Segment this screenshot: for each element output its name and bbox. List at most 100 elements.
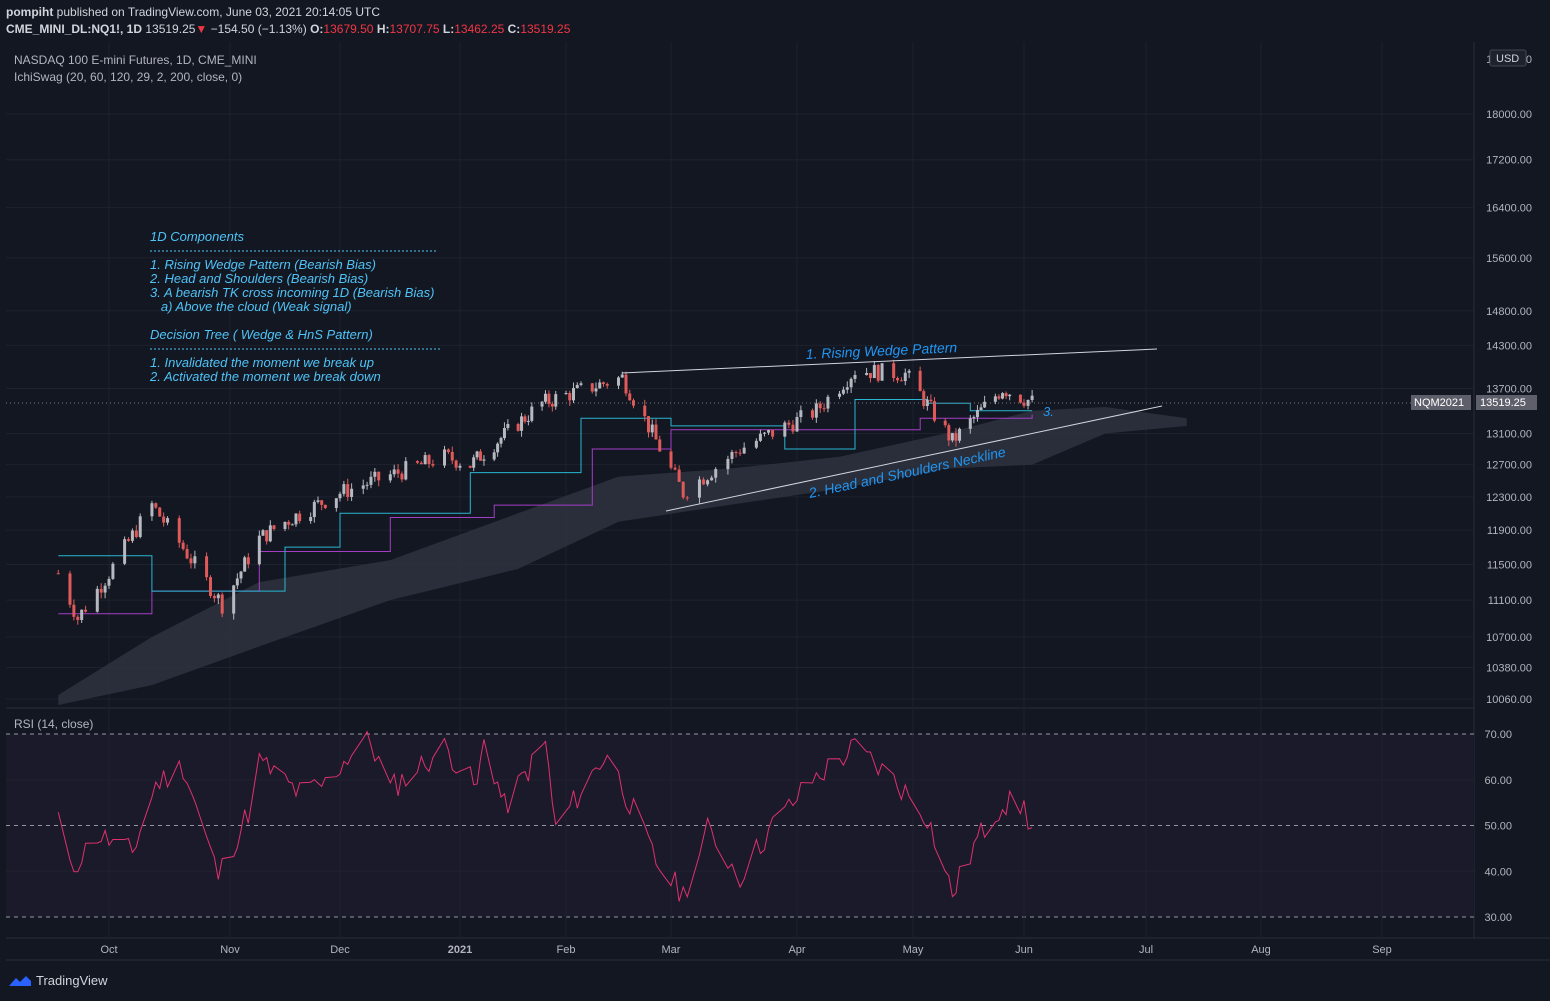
candle-body xyxy=(475,451,479,458)
rsi-tick-label: 50.00 xyxy=(1484,821,1512,833)
candle-body xyxy=(530,406,534,421)
candle-body xyxy=(968,418,972,429)
price-tick-label: 11100.00 xyxy=(1488,595,1532,607)
candle-body xyxy=(99,588,103,593)
currency-badge-bg[interactable] xyxy=(1489,49,1527,67)
candle-body xyxy=(849,378,853,388)
candle-body xyxy=(134,530,138,537)
candle-body xyxy=(892,363,896,379)
candle-body xyxy=(243,557,247,572)
candle-body xyxy=(95,588,99,612)
wedge-upper-line[interactable] xyxy=(621,348,1158,374)
candle-body xyxy=(706,480,710,485)
candle-body xyxy=(841,389,845,394)
price-tick-label: 13700.00 xyxy=(1486,383,1532,395)
candle-body xyxy=(818,403,822,409)
ichimoku-cloud xyxy=(58,407,1187,705)
candle-body xyxy=(369,476,373,485)
candle-body xyxy=(309,517,313,522)
candle-body xyxy=(496,443,500,453)
price-tick-label: 18000.00 xyxy=(1486,109,1532,121)
candle-body xyxy=(658,439,662,452)
rsi-legend[interactable]: RSI (14, close) xyxy=(14,717,94,731)
candle-body xyxy=(283,521,287,530)
currency-label[interactable]: USD xyxy=(1496,53,1519,65)
wedge-label: 1. Rising Wedge Pattern xyxy=(805,339,957,362)
candle-body xyxy=(738,452,742,454)
price-tick-label: 17200.00 xyxy=(1486,155,1532,167)
currency-badge[interactable]: USD xyxy=(1489,49,1527,67)
candle-body xyxy=(845,387,849,390)
open-value: 13679.50 xyxy=(323,22,374,36)
candle-body xyxy=(272,525,276,530)
candle-body xyxy=(84,609,88,612)
price-tick-label: 12300.00 xyxy=(1486,492,1532,504)
publisher-name[interactable]: pompiht xyxy=(6,5,54,19)
candle-body xyxy=(602,382,605,384)
time-tick-label: 2021 xyxy=(448,944,472,956)
rsi-band xyxy=(6,734,1474,917)
candle-body xyxy=(620,374,624,378)
neckline[interactable] xyxy=(665,405,1163,512)
candle-body xyxy=(298,513,302,522)
candle-body xyxy=(925,399,929,406)
candle-body xyxy=(710,477,714,481)
component-item-1: 1. Rising Wedge Pattern (Bearish Bias) xyxy=(150,257,376,272)
price-tag-bg xyxy=(1476,395,1537,410)
candle-body xyxy=(771,430,775,437)
candle-body xyxy=(929,399,933,402)
candle-body xyxy=(783,422,787,437)
candle-body xyxy=(954,433,958,441)
candle-body xyxy=(564,393,568,395)
candle-body xyxy=(158,507,162,517)
candle-body xyxy=(685,497,689,499)
candle-body xyxy=(312,501,316,518)
candle-body xyxy=(1030,395,1034,400)
candle-body xyxy=(575,384,579,389)
price-change: −154.50 (−1.13%) xyxy=(210,22,307,36)
candles xyxy=(56,359,1034,625)
decision-title: Decision Tree ( Wedge & HnS Pattern) xyxy=(150,327,373,342)
candle-body xyxy=(669,451,673,468)
price-tick-label: 11900.00 xyxy=(1487,525,1532,537)
indicator-legend[interactable]: IchiSwag (20, 60, 120, 29, 2, 200, close… xyxy=(14,70,243,84)
time-tick-label: May xyxy=(903,944,924,956)
candle-body xyxy=(443,449,447,466)
candle-body xyxy=(523,416,527,422)
time-tick-label: Feb xyxy=(557,944,576,956)
component-item-3: 3. A bearish TK cross incoming 1D (Beari… xyxy=(150,285,434,300)
high-value: 13707.75 xyxy=(389,22,440,36)
candle-body xyxy=(419,462,423,465)
low-value: 13462.25 xyxy=(454,22,505,36)
publish-line: pompiht published on TradingView.com, Ju… xyxy=(6,5,380,19)
candle-body xyxy=(107,578,111,586)
candle-body xyxy=(958,428,962,441)
candle-body xyxy=(342,484,346,494)
candle-body xyxy=(650,424,654,433)
component-item-3a: a) Above the cloud (Weak signal) xyxy=(150,299,352,314)
high-label: H: xyxy=(376,22,390,36)
candle-body xyxy=(983,401,987,408)
time-tick-label: Dec xyxy=(330,944,350,956)
brand-footer[interactable]: TradingView xyxy=(8,973,108,988)
candle-body xyxy=(400,473,404,480)
candle-body xyxy=(1004,393,1008,397)
candle-body xyxy=(166,518,170,523)
candle-body xyxy=(323,504,327,508)
candle-body xyxy=(795,417,799,432)
candle-body xyxy=(814,403,818,418)
rsi-tick-label: 40.00 xyxy=(1484,866,1512,878)
candle-body xyxy=(932,401,936,421)
candle-body xyxy=(594,388,598,392)
candle-body xyxy=(123,539,127,564)
candle-body xyxy=(216,594,220,599)
candle-body xyxy=(396,469,400,474)
down-arrow-icon: ▼ xyxy=(195,22,208,36)
candle-body xyxy=(239,571,243,579)
series-legend[interactable]: NASDAQ 100 E-mini Futures, 1D, CME_MINI xyxy=(14,53,257,67)
rsi-tick-label: 70.00 xyxy=(1484,729,1512,741)
candle-body xyxy=(865,373,869,376)
symbol-label[interactable]: CME_MINI_DL:NQ1!, 1D xyxy=(6,22,143,36)
candle-body xyxy=(787,422,791,425)
